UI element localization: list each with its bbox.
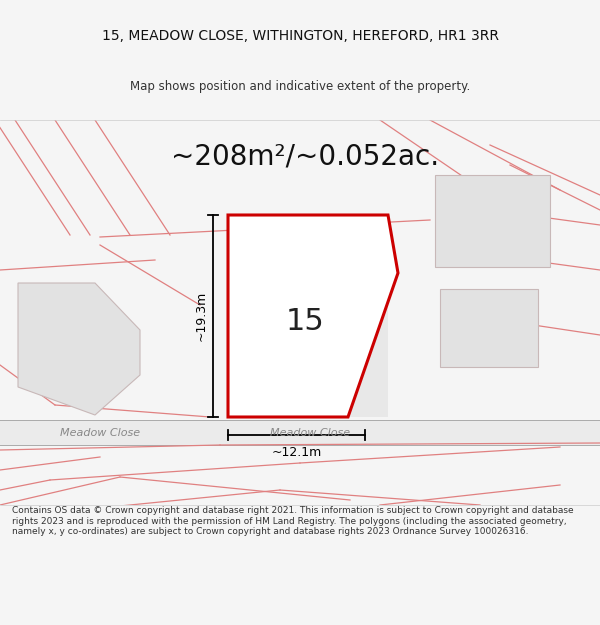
Text: 15: 15 [286,308,325,336]
Text: Meadow Close: Meadow Close [60,428,140,438]
Bar [0,420,600,445]
Text: ~19.3m: ~19.3m [194,291,208,341]
Text: ~208m²/~0.052ac.: ~208m²/~0.052ac. [171,143,439,171]
Bar [435,175,550,267]
Text: 15, MEADOW CLOSE, WITHINGTON, HEREFORD, HR1 3RR: 15, MEADOW CLOSE, WITHINGTON, HEREFORD, … [101,29,499,43]
Polygon shape [18,283,140,415]
Bar [440,289,538,367]
Bar [228,262,388,417]
Text: Contains OS data © Crown copyright and database right 2021. This information is : Contains OS data © Crown copyright and d… [12,506,574,536]
Polygon shape [228,215,398,417]
Text: Meadow Close: Meadow Close [270,428,350,438]
Text: ~12.1m: ~12.1m [271,446,322,459]
Text: Map shows position and indicative extent of the property.: Map shows position and indicative extent… [130,80,470,93]
